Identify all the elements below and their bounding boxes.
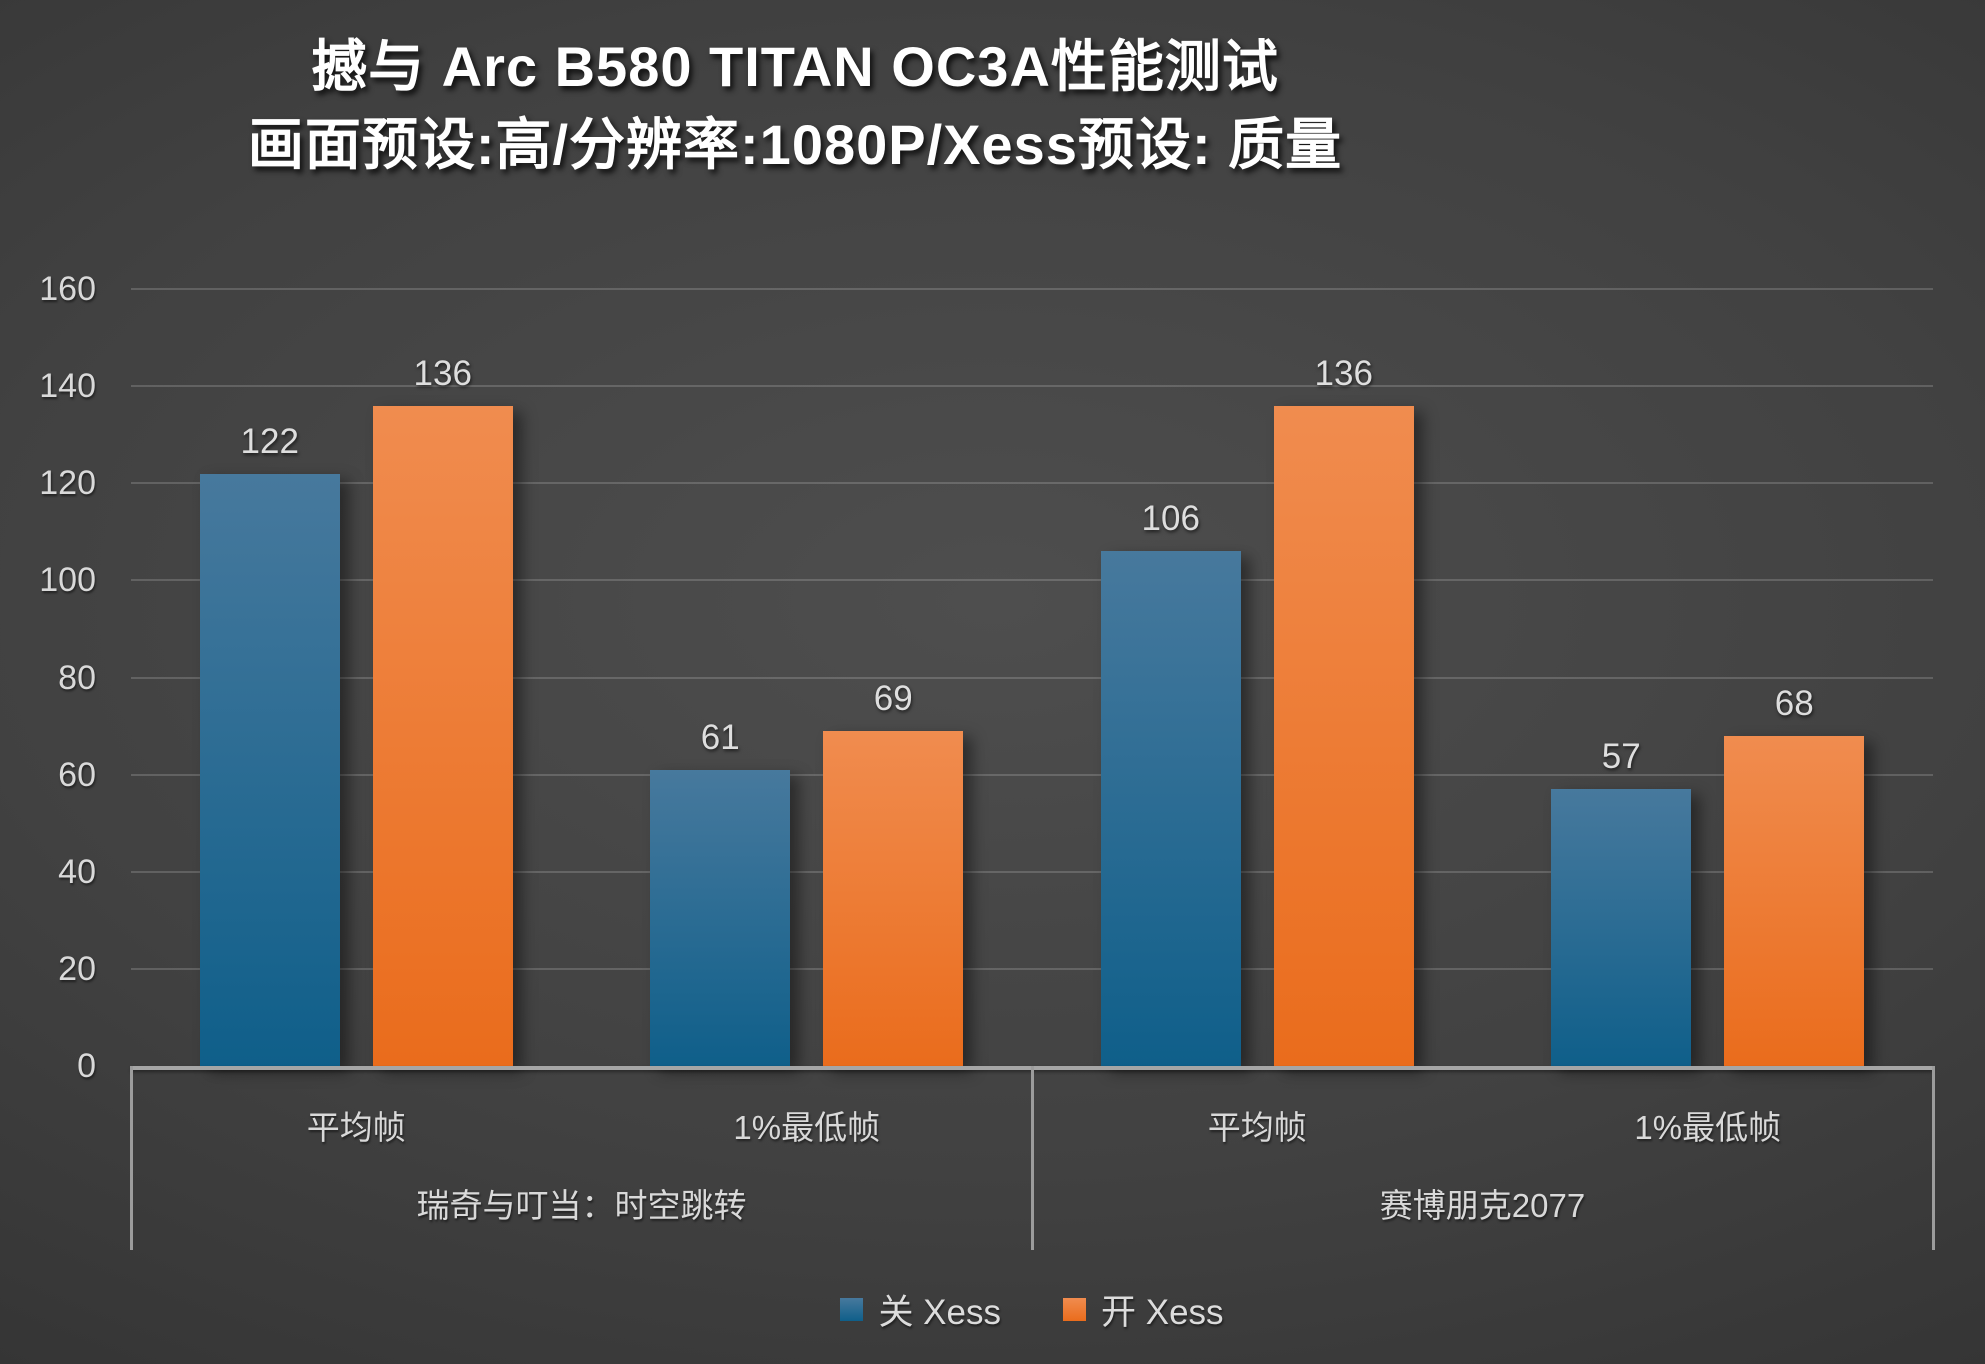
bar-xess-on-cell-1	[823, 730, 964, 1066]
legend-swatch-xess-off	[840, 1298, 864, 1321]
game-group-label: 赛博朋克2077	[1379, 1187, 1586, 1224]
bar-value-label: 69	[873, 678, 913, 718]
bar-xess-on-cell-3	[1724, 735, 1865, 1066]
gridline-100	[131, 579, 1933, 582]
chart-title: 撼与 Arc B580 TITAN OC3A性能测试 画面预设:高/分辨率:10…	[0, 28, 1590, 184]
y-axis-tick-label-20: 20	[58, 949, 96, 988]
legend-label: 开 Xess	[1101, 1293, 1224, 1332]
gridline-80	[131, 676, 1933, 679]
bar-value-label: 136	[413, 353, 472, 393]
bar-value-label: 122	[240, 421, 299, 461]
bar-xess-off-cell-1	[650, 769, 791, 1066]
y-axis-tick-label-60: 60	[58, 755, 96, 794]
y-axis-tick-label-0: 0	[77, 1047, 96, 1085]
bar-xess-on-cell-0	[372, 405, 513, 1066]
y-axis-tick-label-80: 80	[58, 658, 96, 697]
bar-xess-off-cell-0	[199, 473, 340, 1066]
y-axis-tick-label-40: 40	[58, 852, 96, 891]
legend-item-xess-on: 开 Xess	[1063, 1284, 1224, 1335]
legend: 关 Xess 开 Xess	[131, 1284, 1933, 1335]
gridline-60	[131, 773, 1933, 776]
chart-title-line1: 撼与 Arc B580 TITAN OC3A性能测试	[311, 35, 1279, 98]
gridline-160	[131, 288, 1933, 290]
bar-xess-on-cell-2	[1273, 405, 1414, 1066]
y-axis-tick-label-160: 160	[39, 270, 96, 308]
x-category-label: 平均帧	[306, 1109, 406, 1146]
legend-label: 关 Xess	[878, 1293, 1001, 1332]
chart-title-line2: 画面预设:高/分辨率:1080P/Xess预设: 质量	[247, 113, 1343, 176]
category-frame-divider-2	[1932, 1066, 1935, 1250]
category-frame-divider-0	[130, 1066, 133, 1250]
bar-xess-off-cell-3	[1551, 789, 1692, 1066]
gridline-140	[131, 385, 1933, 388]
gridline-120	[131, 482, 1933, 485]
x-category-label: 1%最低帧	[1634, 1109, 1782, 1146]
category-frame-divider-1	[1031, 1066, 1034, 1250]
bar-value-label: 57	[1601, 737, 1641, 777]
gridline-40	[131, 870, 1933, 873]
bar-value-label: 68	[1774, 683, 1814, 723]
y-axis-tick-label-140: 140	[39, 367, 96, 406]
gridline-20	[131, 967, 1933, 970]
game-group-label: 瑞奇与叮当：时空跳转	[416, 1187, 747, 1224]
bar-value-label: 61	[700, 717, 740, 757]
x-category-label: 1%最低帧	[733, 1109, 881, 1146]
legend-item-xess-off: 关 Xess	[840, 1284, 1001, 1335]
x-category-label: 平均帧	[1207, 1109, 1307, 1146]
bar-value-label: 136	[1314, 353, 1373, 393]
bar-xess-off-cell-2	[1100, 551, 1241, 1066]
bar-value-label: 106	[1141, 499, 1200, 539]
y-axis-tick-label-100: 100	[39, 561, 96, 600]
legend-swatch-xess-on	[1063, 1298, 1086, 1321]
y-axis-tick-label-120: 120	[39, 464, 96, 503]
